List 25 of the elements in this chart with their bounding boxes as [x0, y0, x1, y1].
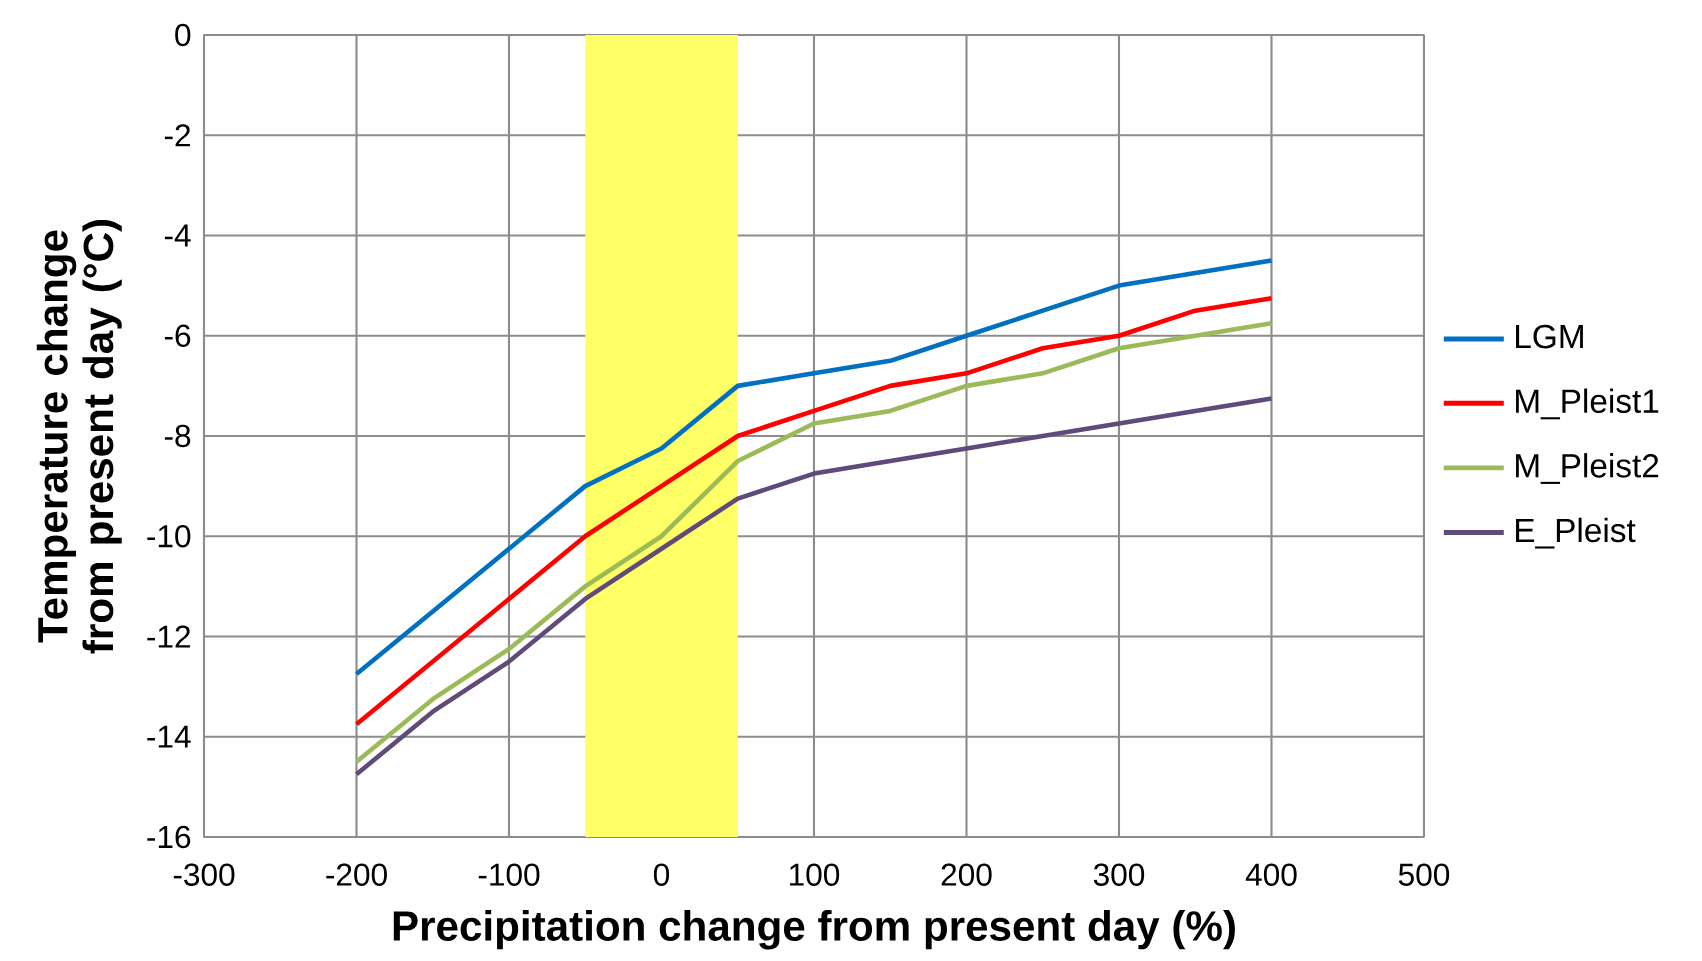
y-tick-label: -2 — [164, 124, 190, 147]
legend-label: LGM — [1516, 324, 1583, 349]
x-tick-label: -200 — [326, 863, 387, 886]
x-tick-label: -300 — [173, 863, 235, 886]
y-tick-label: -6 — [164, 324, 191, 347]
x-tick-label: 500 — [1398, 863, 1450, 886]
y-tick-label: -8 — [164, 424, 191, 448]
line-series — [354, 258, 1274, 677]
x-tick-label: 400 — [1245, 863, 1297, 886]
y-tick-label: -4 — [164, 224, 191, 247]
x-axis-title: Precipitation change from present day (%) — [393, 910, 1235, 950]
x-tick-label: -100 — [478, 863, 540, 886]
y-tick-label: -12 — [147, 625, 190, 648]
y-tick-label: 0 — [175, 23, 191, 47]
legend-label: M_Pleist2 — [1516, 453, 1659, 484]
x-tick-label: 0 — [653, 863, 670, 886]
y-axis-title: Temperature change from present day (°C) — [36, 219, 122, 654]
y-tick-label: -14 — [147, 725, 191, 748]
x-tick-label: 200 — [941, 863, 992, 886]
y-tick-label: -10 — [147, 525, 191, 548]
legend-label: E_Pleist — [1516, 517, 1636, 549]
x-tick-label: 300 — [1093, 863, 1145, 886]
y-tick-label: -16 — [147, 825, 191, 849]
legend-label: M_Pleist1 — [1516, 388, 1659, 420]
x-tick-label: 100 — [790, 863, 840, 886]
